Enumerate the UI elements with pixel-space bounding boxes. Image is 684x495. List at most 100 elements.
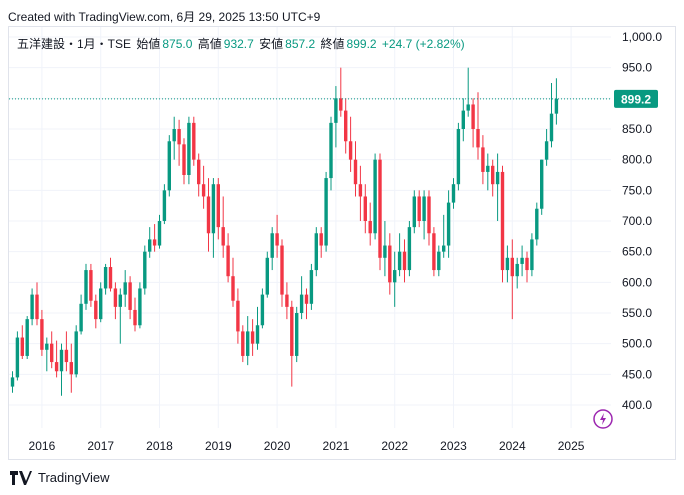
candle-body [20, 337, 24, 356]
candle-body [226, 245, 230, 277]
candle-body [182, 144, 186, 175]
candle-body [50, 343, 54, 363]
y-tick-label: 650.0 [622, 245, 652, 259]
candle-body [250, 331, 255, 344]
candle-body [143, 251, 147, 289]
candle-body [138, 288, 142, 326]
candle-body [525, 257, 529, 271]
legend-high-label: 高値 [197, 37, 222, 51]
candle-body [99, 288, 103, 320]
tradingview-logo-icon [10, 470, 32, 485]
candle-body [309, 270, 314, 304]
candle-body [363, 196, 367, 221]
x-tick-label: 2020 [264, 439, 291, 453]
y-tick-label: 600.0 [622, 275, 652, 289]
candle-body [295, 313, 299, 356]
candle-body [211, 184, 216, 234]
x-tick-label: 2021 [323, 439, 350, 453]
candle-body [334, 98, 338, 123]
candle-body [515, 263, 519, 277]
x-tick-label: 2024 [499, 439, 526, 453]
candle-body [549, 113, 554, 142]
legend-low-label: 安値 [259, 37, 284, 51]
y-tick-label: 950.0 [622, 61, 652, 75]
candle-body [397, 251, 402, 271]
candle-body [437, 251, 441, 271]
candle-body [89, 270, 93, 301]
candle-body [54, 362, 59, 372]
chart-frame[interactable] [8, 26, 676, 460]
candle-body [378, 159, 382, 258]
candle-body [10, 377, 15, 387]
candle-body [427, 196, 431, 234]
candle-body [535, 208, 539, 240]
legend-open-label: 始値 [136, 37, 161, 51]
candle-body [324, 178, 328, 246]
candle-body [45, 343, 49, 350]
candle-body [495, 171, 500, 185]
y-tick-label: 450.0 [622, 367, 652, 381]
candle-body [319, 233, 323, 246]
candle-body [221, 227, 225, 246]
x-tick-label: 2019 [205, 439, 232, 453]
candle-body [133, 309, 137, 326]
candle-body [417, 196, 421, 221]
candle-body [246, 331, 250, 356]
candle-body [103, 267, 108, 289]
candle-body [241, 331, 245, 356]
candle-body [368, 221, 372, 234]
candle-body [192, 122, 196, 160]
candle-body [471, 104, 475, 129]
y-tick-label: 1,000.0 [622, 30, 662, 44]
candle-body [299, 294, 304, 313]
y-tick-label: 800.0 [622, 153, 652, 167]
candle-body [451, 184, 456, 203]
candle-body [540, 159, 544, 209]
legend-symbol: 五洋建設・1月・TSE [17, 37, 132, 51]
candle-body [461, 110, 465, 129]
candle-body [344, 110, 348, 142]
candle-body [15, 337, 20, 378]
candle-body [236, 300, 240, 332]
candle-body [94, 300, 98, 320]
x-tick-label: 2023 [440, 439, 467, 453]
candle-body [422, 196, 426, 221]
candle-body [353, 159, 358, 185]
created-with-caption: Created with TradingView.com, 6月 29, 202… [8, 10, 321, 24]
legend-close-label: 終値 [320, 37, 345, 51]
footer-brand: TradingView [38, 470, 110, 485]
candle-body [74, 331, 78, 375]
candle-body [79, 303, 83, 332]
candle-body [30, 294, 34, 320]
candle-body [123, 282, 127, 295]
candle-body [108, 267, 113, 289]
y-tick-label: 700.0 [622, 214, 652, 228]
x-tick-label: 2016 [29, 439, 56, 453]
candle-body [544, 141, 549, 160]
candle-body [412, 196, 416, 228]
candle-body [231, 276, 235, 301]
candle-body [456, 129, 461, 185]
candle-body [314, 233, 318, 271]
candle-body [152, 239, 157, 246]
candle-body [206, 196, 211, 234]
legend-low-value: 857.2 [285, 37, 316, 51]
y-tick-label: 750.0 [622, 183, 652, 197]
x-tick-label: 2022 [381, 439, 408, 453]
y-tick-label: 550.0 [622, 306, 652, 320]
candle-body [446, 202, 451, 246]
candle-body [167, 141, 171, 191]
candle-body [260, 294, 265, 326]
candle-body [59, 349, 64, 372]
candle-body [118, 294, 122, 307]
candle-body [25, 319, 29, 356]
candle-body [388, 245, 392, 283]
x-tick-label: 2017 [87, 439, 114, 453]
candle-body [520, 257, 524, 264]
candle-body [128, 282, 132, 310]
candle-body [84, 270, 88, 304]
candle-body [177, 129, 181, 145]
candle-body [270, 233, 274, 258]
candle-body [255, 325, 260, 344]
